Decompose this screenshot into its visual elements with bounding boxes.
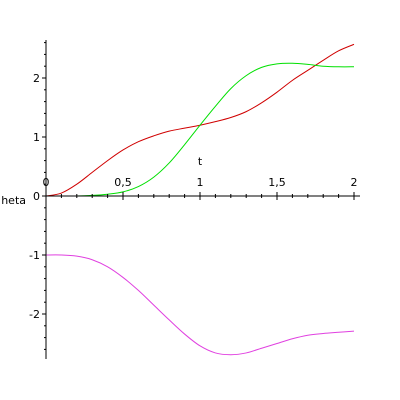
axes-layer: 0 0,5 1 1,5 2 -2 -1 0 1 2	[29, 40, 360, 359]
y-tick-label: 0	[33, 190, 40, 203]
x-tick-label: 2	[351, 176, 358, 189]
x-axis-title: t	[198, 155, 203, 168]
y-tick-label: 2	[33, 72, 40, 85]
series-layer	[45, 43, 355, 356]
y-tick-label: -1	[29, 249, 40, 262]
series-line-2	[46, 62, 355, 197]
x-tick-label: 0	[43, 176, 50, 189]
series-line-3	[45, 254, 355, 356]
x-tick-labels: 0 0,5 1 1,5 2	[43, 176, 358, 189]
x-tick-label: 1,5	[268, 176, 286, 189]
y-tick-label: 1	[33, 131, 40, 144]
x-minor-ticks	[45, 192, 355, 200]
y-tick-labels: -2 -1 0 1 2	[29, 72, 40, 321]
x-tick-label: 0,5	[114, 176, 132, 189]
y-tick-label: -2	[29, 308, 40, 321]
x-tick-label: 1	[197, 176, 204, 189]
y-axis-title: heta	[1, 194, 26, 207]
y-minor-ticks	[42, 42, 46, 350]
series-line-1	[45, 43, 355, 197]
